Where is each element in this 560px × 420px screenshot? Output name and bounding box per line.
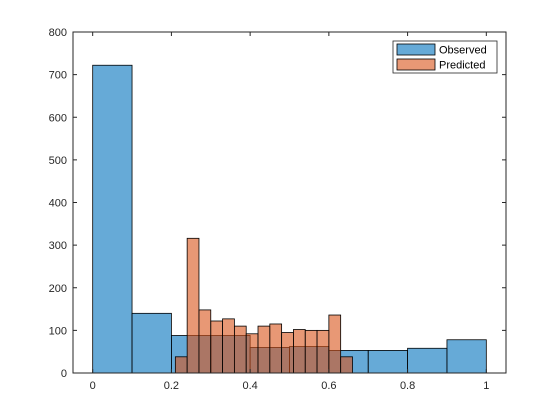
x-axis: 0 0.2 0.4 0.6 0.8 1 <box>90 32 489 392</box>
x-tick-label: 0 <box>90 380 96 392</box>
predicted-bar <box>293 329 306 374</box>
legend-label-observed: Observed <box>439 45 487 57</box>
predicted-bar <box>316 329 330 374</box>
x-tick-label: 0.2 <box>164 380 179 392</box>
observed-bar <box>407 347 448 374</box>
predicted-bar <box>304 329 318 374</box>
predicted-bar <box>198 309 212 374</box>
y-tick-label: 0 <box>61 368 67 380</box>
predicted-bar <box>328 314 342 374</box>
x-tick-label: 1 <box>483 380 489 392</box>
observed-bar <box>446 339 487 374</box>
predicted-bar <box>281 332 294 374</box>
y-tick-label: 300 <box>49 240 67 252</box>
predicted-bar <box>340 356 353 374</box>
observed-bar <box>92 64 133 374</box>
predicted-bar <box>186 237 200 374</box>
y-tick-label: 600 <box>49 112 67 124</box>
y-tick-label: 700 <box>49 70 67 82</box>
x-tick-label: 0.8 <box>400 380 415 392</box>
y-tick-label: 500 <box>49 155 67 167</box>
legend-label-predicted: Predicted <box>439 60 485 72</box>
y-tick-label: 200 <box>49 283 67 295</box>
observed-bar <box>367 350 408 374</box>
legend-swatch-observed <box>396 43 436 56</box>
y-axis: 0 100 200 300 400 500 600 700 800 <box>49 27 506 380</box>
predicted-bar <box>245 333 259 374</box>
predicted-bar <box>210 320 223 374</box>
predicted-bar <box>174 356 188 374</box>
predicted-bar <box>222 318 235 374</box>
predicted-bar <box>257 325 271 374</box>
predicted-bar <box>233 325 247 374</box>
observed-bar <box>131 312 172 374</box>
x-tick-label: 0.6 <box>321 380 336 392</box>
legend: Observed Predicted <box>392 40 498 74</box>
y-tick-label: 100 <box>49 325 67 337</box>
predicted-bar <box>269 323 283 374</box>
y-tick-label: 800 <box>49 27 67 39</box>
legend-swatch-predicted <box>396 58 436 71</box>
y-tick-label: 400 <box>49 198 67 210</box>
x-tick-label: 0.4 <box>242 380 257 392</box>
